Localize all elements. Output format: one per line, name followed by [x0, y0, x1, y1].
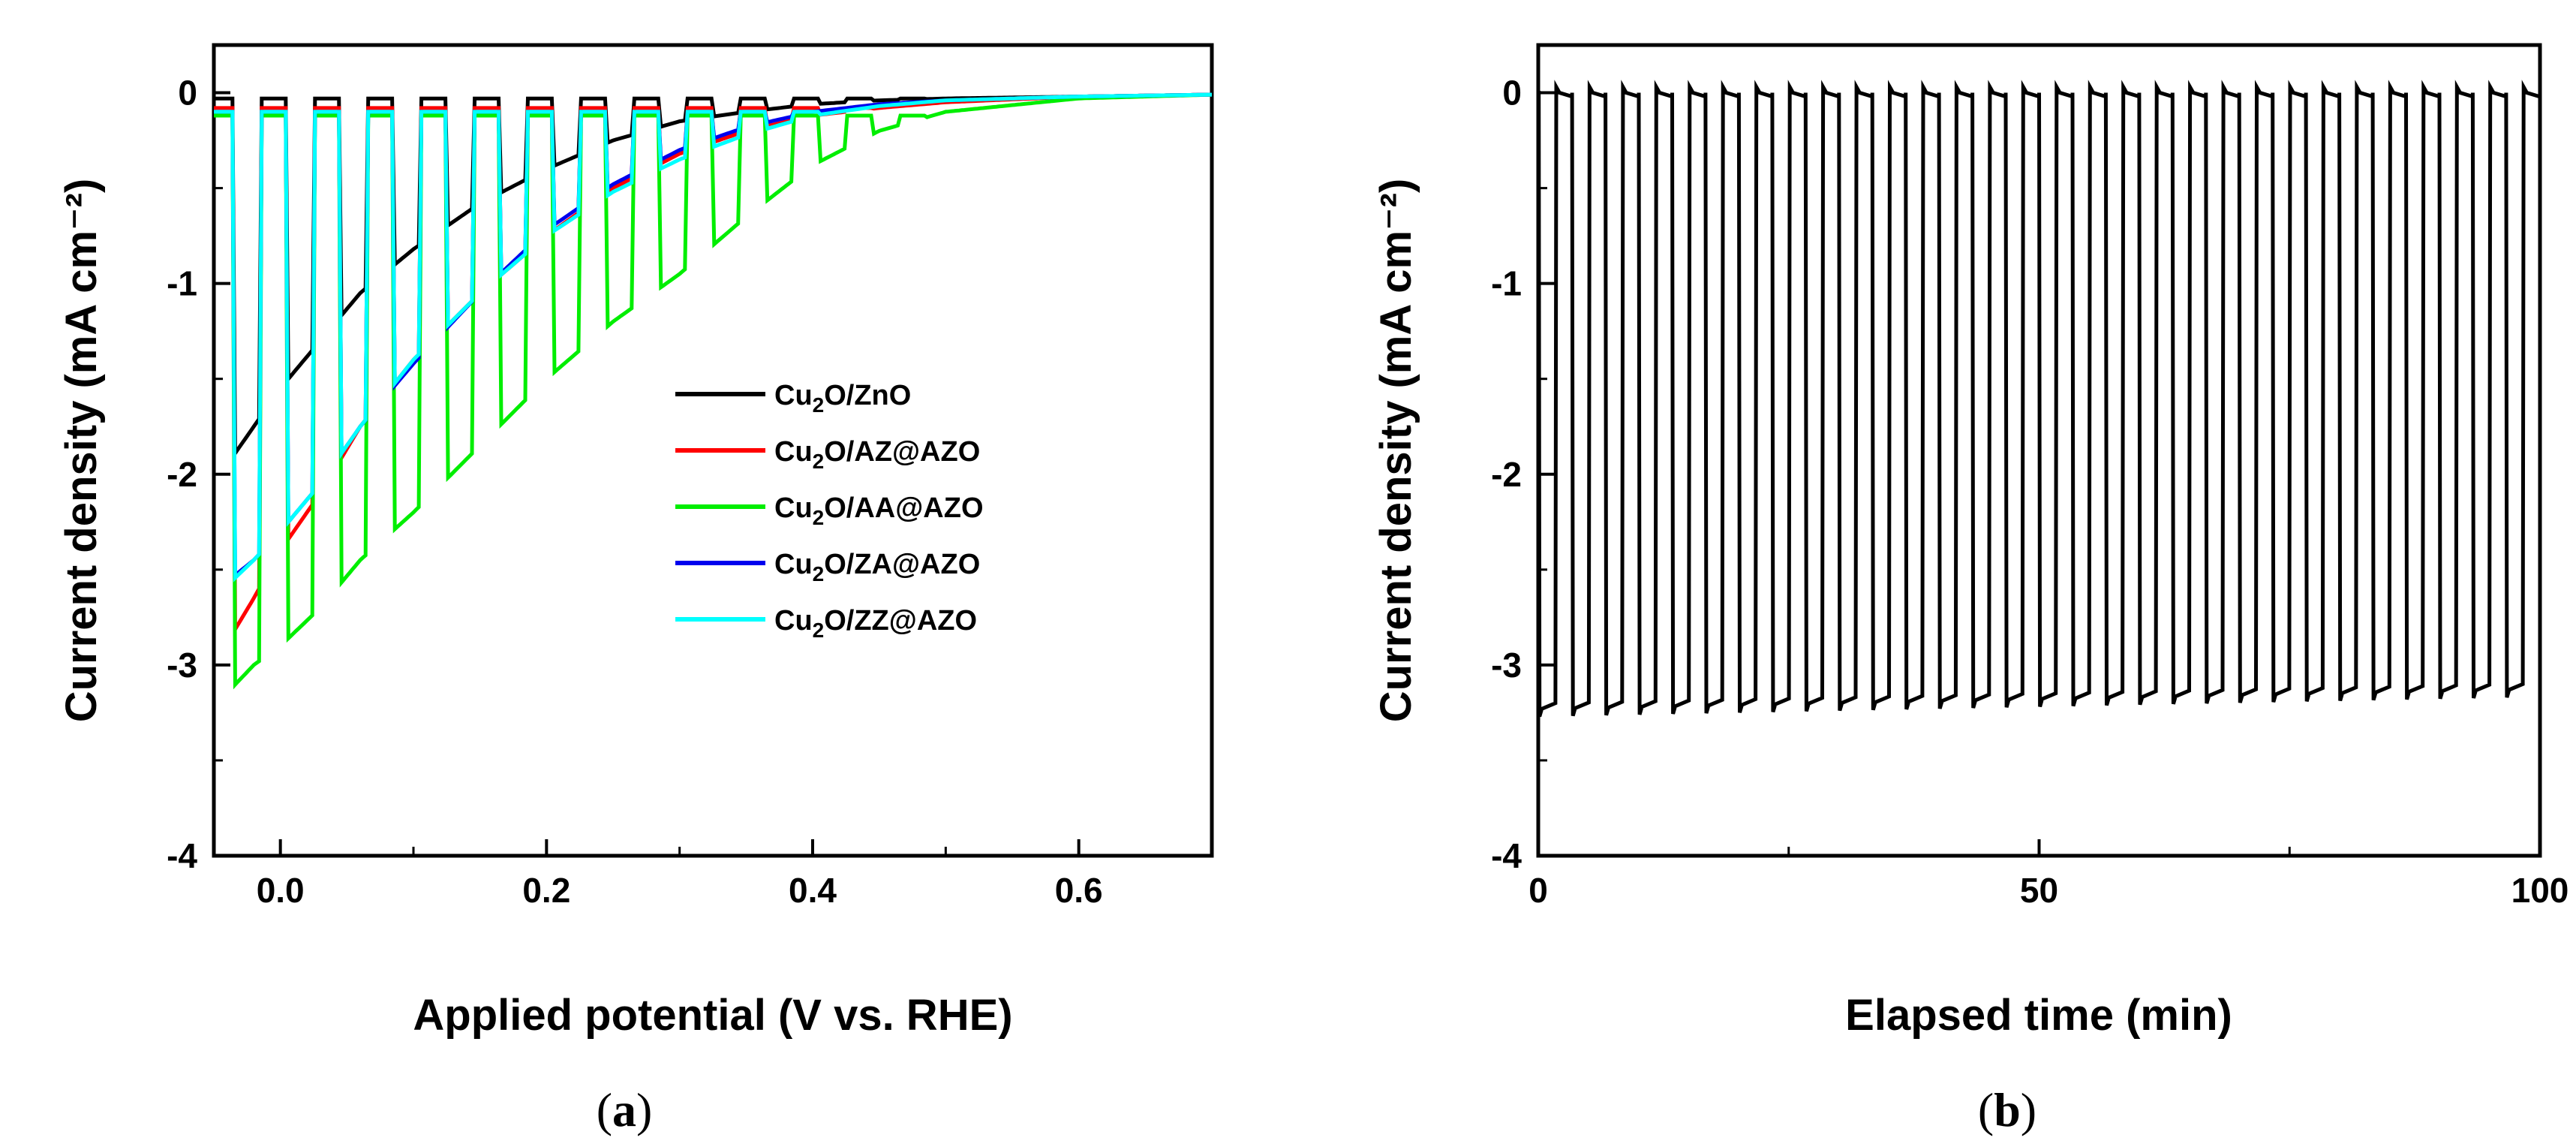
panel-b-x-tick-label: 100 [2511, 871, 2569, 910]
panel-b-label: (b) [1978, 1083, 2036, 1136]
panel-a-y-tick-label: -1 [167, 264, 197, 303]
panel-b-series-line [1537, 80, 2541, 718]
panel-b-x-tick-label: 0 [1528, 871, 1548, 910]
panel-b-y-tick-label: -2 [1491, 455, 1522, 494]
panel-b-y-tick-label: 0 [1502, 74, 1522, 113]
panel-a-x-tick-label: 0.6 [1055, 871, 1103, 910]
panel-a-x-tick-label: 0.4 [789, 871, 837, 910]
panel-a-series-line [214, 92, 1212, 690]
panel-b-y-tick-label: -3 [1491, 646, 1522, 685]
panel-a-y-axis-title: Current density (mA cm⁻²) [57, 179, 106, 723]
legend-entry: Cu2O/AZ@AZO [774, 436, 980, 473]
panel-a-series-line [214, 92, 1212, 583]
panel-a-chart: 0.0 0.2 0.4 0.6 0 -1 -2 -3 -4 Applied potential… [57, 43, 1214, 1136]
legend-entry: Cu2O/ZA@AZO [774, 549, 980, 586]
legend-entry: Cu2O/ZnO [774, 380, 911, 417]
panel-b-chart: 0 50 100 0 -1 -2 -3 -4 Elapsed time (min) Curr… [1372, 43, 2569, 1136]
panel-b-y-axis-title: Current density (mA cm⁻²) [1372, 179, 1420, 723]
legend-entry: Cu2O/AA@AZO [774, 492, 984, 529]
panel-b-y-tick-label: -4 [1491, 836, 1522, 875]
panel-a-x-tick-label: 0.0 [257, 871, 305, 910]
panel-a-y-tick-label: -3 [167, 646, 197, 685]
panel-a-legend: Cu2O/ZnO Cu2O/AZ@AZO Cu2O/AA@AZO Cu2O/ZA@AZ… [675, 380, 984, 642]
panel-a-y-tick-label: -4 [167, 836, 197, 875]
panel-a-x-tick-label: 0.2 [522, 871, 570, 910]
legend-entry: Cu2O/ZZ@AZO [774, 605, 977, 642]
panel-b-x-tick-label: 50 [2020, 871, 2058, 910]
panel-a-x-axis-title: Applied potential (V vs. RHE) [413, 991, 1012, 1040]
panel-a-plot-frame [212, 43, 1214, 858]
panel-b-y-tick-label: -1 [1491, 264, 1522, 303]
panel-a-label: (a) [597, 1083, 653, 1136]
panel-b-x-axis-title: Elapsed time (min) [1845, 991, 2232, 1040]
panel-a-y-tick-label: 0 [178, 74, 197, 113]
panel-a-y-tick-label: -2 [167, 455, 197, 494]
